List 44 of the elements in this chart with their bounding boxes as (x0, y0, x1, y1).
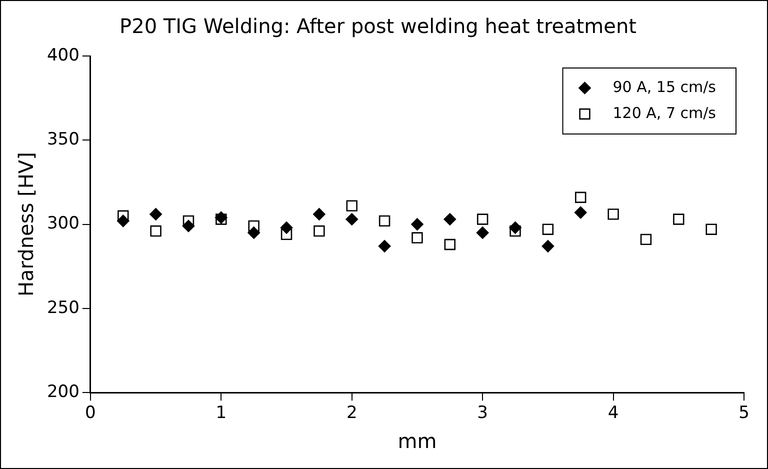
point (378, 215, 390, 227)
legend-label: 90 A, 15 cm/s (612, 78, 716, 96)
y-tick-label: 400 (46, 45, 80, 66)
x-tick-label: 0 (85, 403, 96, 424)
point (412, 232, 423, 244)
x-tick-label: 2 (346, 403, 358, 424)
x-tick-label: 1 (216, 403, 227, 424)
point (280, 222, 293, 234)
y-tick-label: 350 (46, 130, 80, 150)
point (314, 225, 325, 237)
point (706, 224, 717, 235)
point (575, 192, 586, 203)
point (476, 226, 489, 239)
point (574, 206, 587, 219)
point (313, 208, 326, 220)
point (150, 208, 162, 220)
point (116, 214, 130, 228)
legend-label: 120 A, 7 cm/s (612, 104, 716, 122)
point (542, 224, 554, 235)
y-tick-label: 200 (46, 382, 80, 402)
point (411, 218, 424, 230)
y-axis-title: Hardness [HV] (14, 152, 38, 296)
point (542, 240, 554, 252)
x-tick-label: 5 (738, 403, 750, 424)
point (673, 214, 684, 225)
point (378, 240, 391, 252)
point (476, 214, 488, 225)
point (640, 234, 652, 246)
point (444, 213, 456, 226)
y-tick-label: 250 (46, 298, 80, 318)
chart-title: P20 TIG Welding: After post welding heat treatment (120, 14, 637, 38)
point (346, 213, 358, 226)
point (248, 226, 260, 239)
point (608, 208, 619, 220)
y-tick-label: 300 (46, 214, 80, 234)
x-tick-label: 4 (608, 403, 619, 424)
point (509, 222, 522, 234)
point (346, 200, 358, 212)
x-tick-label: 3 (477, 403, 488, 424)
point (182, 220, 195, 232)
point (444, 238, 456, 250)
x-axis-title: mm (398, 429, 437, 454)
point (150, 225, 162, 237)
point (215, 211, 228, 224)
